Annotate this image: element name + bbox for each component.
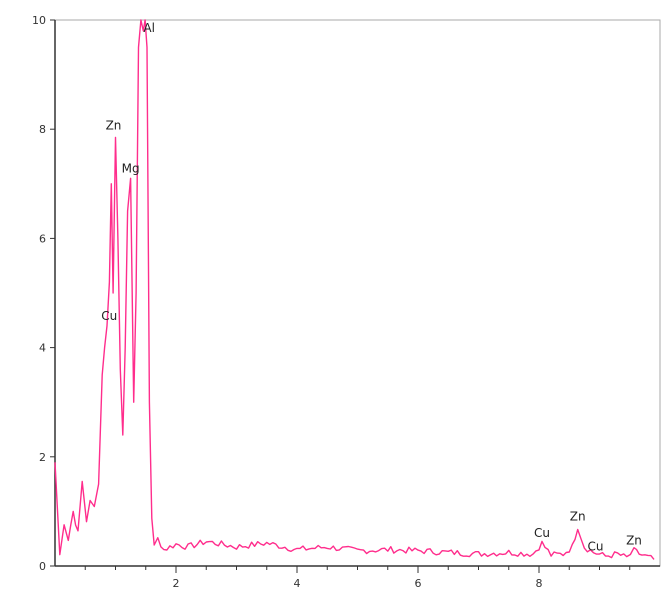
- y-tick-label: 8: [39, 123, 46, 136]
- x-tick-label: 4: [294, 577, 301, 590]
- plot-frame: [54, 19, 661, 567]
- y-tick-label: 2: [39, 451, 46, 464]
- peak-label: Zn: [626, 534, 642, 548]
- peak-labels: Zn Mg Al Cu Cu Zn Cu Zn: [101, 21, 642, 553]
- peak-label: Al: [143, 21, 155, 35]
- peak-label: Zn: [106, 118, 122, 132]
- peak-label: Cu: [101, 309, 117, 323]
- x-tick-label: 8: [536, 577, 543, 590]
- spectrum-line: [54, 19, 655, 560]
- x-tick-label: 6: [415, 577, 422, 590]
- series-layer: [54, 19, 655, 560]
- peak-label: Cu: [587, 539, 603, 553]
- x-ticks: 2 4 6 8: [84, 566, 631, 590]
- y-tick-label: 10: [32, 14, 46, 27]
- x-tick-label: 2: [173, 577, 180, 590]
- y-ticks: 0 2 4 6 8 10: [32, 14, 55, 573]
- y-tick-label: 6: [39, 232, 46, 245]
- peak-label: Mg: [122, 161, 140, 175]
- y-tick-label: 0: [39, 560, 46, 573]
- peak-label: Cu: [534, 526, 550, 540]
- peak-label: Zn: [570, 510, 586, 524]
- y-tick-label: 4: [39, 342, 46, 355]
